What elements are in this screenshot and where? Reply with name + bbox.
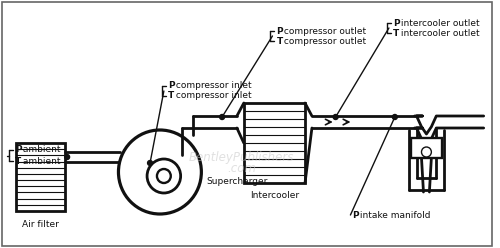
Text: compressor outlet: compressor outlet: [282, 27, 366, 35]
Circle shape: [333, 115, 338, 120]
Text: Intercooler: Intercooler: [250, 191, 299, 200]
Text: T: T: [168, 92, 174, 100]
Text: T: T: [15, 156, 21, 165]
Text: P: P: [352, 211, 359, 219]
Circle shape: [157, 169, 171, 183]
Text: compressor inlet: compressor inlet: [172, 82, 252, 91]
Circle shape: [220, 115, 224, 120]
Text: P: P: [276, 27, 283, 35]
Text: intercooler outlet: intercooler outlet: [398, 29, 479, 37]
Text: T: T: [276, 36, 282, 45]
Text: compressor outlet: compressor outlet: [282, 36, 366, 45]
Text: P: P: [15, 146, 22, 155]
Bar: [16, 143, 65, 211]
Circle shape: [64, 155, 70, 159]
Text: ambient: ambient: [20, 146, 60, 155]
Text: intake manifold: intake manifold: [358, 211, 431, 219]
Text: T: T: [393, 29, 399, 37]
Circle shape: [422, 147, 432, 157]
Circle shape: [118, 130, 202, 214]
Text: intercooler outlet: intercooler outlet: [398, 19, 479, 28]
Text: Air filter: Air filter: [22, 220, 59, 229]
Circle shape: [392, 115, 398, 120]
Text: P: P: [393, 19, 400, 28]
Text: BentleyPublishers: BentleyPublishers: [189, 152, 294, 164]
Text: P: P: [168, 82, 174, 91]
Bar: [410, 138, 442, 158]
Text: O: O: [424, 149, 429, 155]
Circle shape: [148, 160, 152, 165]
Text: Supercharger: Supercharger: [206, 178, 268, 186]
Bar: [244, 103, 305, 183]
Text: compressor inlet: compressor inlet: [172, 92, 252, 100]
Text: ambient: ambient: [20, 156, 60, 165]
Circle shape: [147, 159, 180, 193]
Text: .com: .com: [228, 161, 256, 175]
